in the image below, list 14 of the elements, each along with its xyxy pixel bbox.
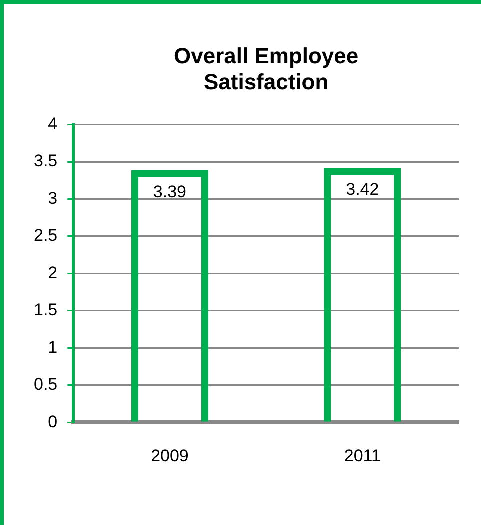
- y-tick-label: 2: [48, 263, 58, 282]
- data-label: 3.39: [153, 182, 187, 202]
- x-tick-label: 2009: [151, 446, 189, 466]
- chart-title: Overall Employee Satisfaction: [174, 43, 359, 95]
- y-tick-label: 0: [48, 412, 58, 432]
- y-tick-label: 1: [48, 338, 58, 357]
- y-tick-label: 3.5: [34, 152, 58, 171]
- y-tick-label: 2.5: [34, 226, 58, 246]
- x-tick-label: 2011: [344, 446, 381, 466]
- y-tick-label: 0.5: [34, 375, 58, 394]
- y-tick-label: 4: [48, 114, 58, 134]
- data-label: 3.42: [346, 180, 380, 200]
- y-tick-label: 1.5: [34, 300, 58, 320]
- y-tick-label: 3: [48, 188, 58, 208]
